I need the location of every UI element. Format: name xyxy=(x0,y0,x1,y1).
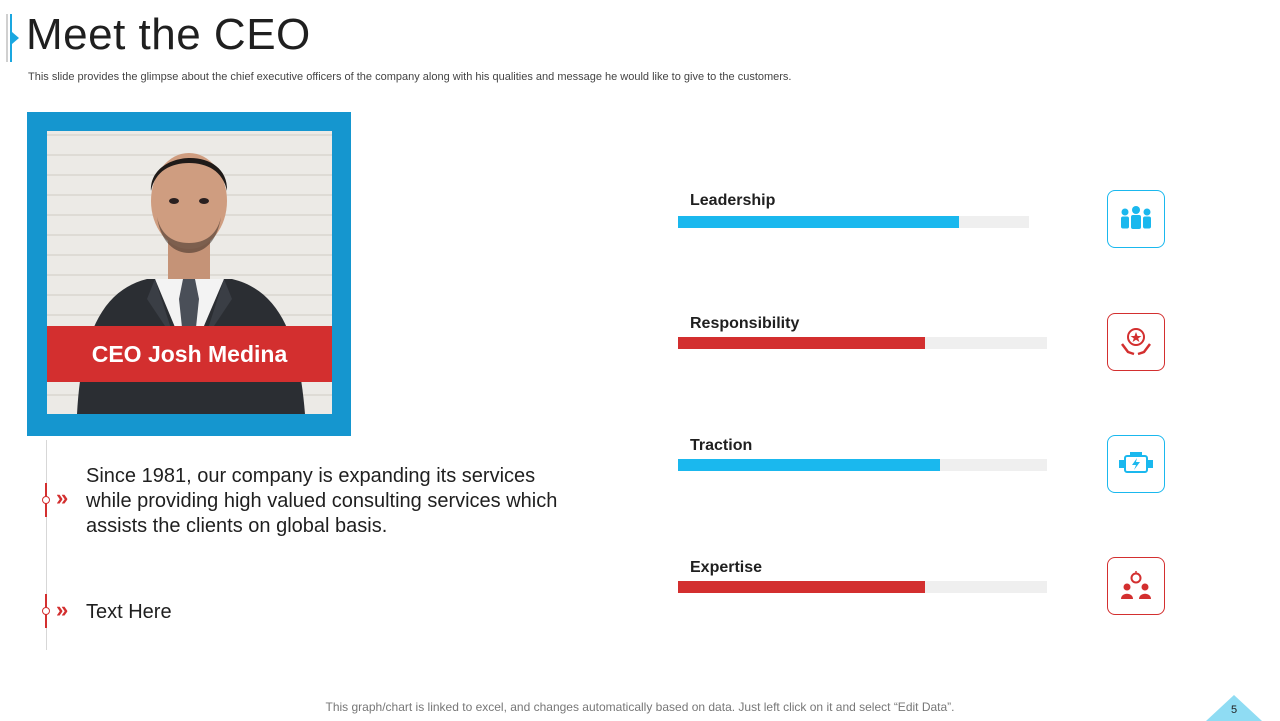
idea-people-icon xyxy=(1107,557,1165,615)
skill-label-leadership: Leadership xyxy=(690,192,776,209)
timeline-line xyxy=(46,440,47,650)
timeline-marker xyxy=(42,594,50,628)
slide-subtitle: This slide provides the glimpse about th… xyxy=(28,71,792,83)
skill-bar-fill-expertise xyxy=(678,581,926,593)
timeline-marker xyxy=(42,483,50,517)
engine-icon xyxy=(1107,435,1165,493)
chevron-double-right-icon: » xyxy=(56,597,69,622)
title-accent-bar xyxy=(10,14,12,62)
skill-bar-track xyxy=(678,337,1047,349)
ceo-photo-frame: CEO Josh Medina xyxy=(27,112,351,436)
skill-bar-fill-leadership xyxy=(678,216,959,228)
skill-bar-track xyxy=(678,459,1047,471)
skill-bar-track xyxy=(678,581,1047,593)
bullet-text-history: Since 1981, our company is expanding its… xyxy=(86,465,558,537)
team-icon xyxy=(1107,190,1165,248)
skill-bar-fill-traction xyxy=(678,459,940,471)
skill-label-expertise: Expertise xyxy=(690,559,763,576)
skill-label-responsibility: Responsibility xyxy=(690,315,800,332)
ceo-name-banner: CEO Josh Medina xyxy=(47,326,332,382)
hands-star-icon xyxy=(1107,313,1165,371)
page-number: 5 xyxy=(1230,704,1238,716)
skill-bar-track xyxy=(678,216,1029,228)
slide-title: Meet the CEO xyxy=(26,10,311,59)
title-accent-line xyxy=(6,14,8,62)
title-accent-arrow xyxy=(12,32,19,44)
skill-bar-fill-responsibility xyxy=(678,337,926,349)
skill-label-traction: Traction xyxy=(690,437,753,454)
footer-note: This graph/chart is linked to excel, and… xyxy=(325,700,955,714)
chevron-double-right-icon: » xyxy=(56,485,69,510)
bullet-text-placeholder: Text Here xyxy=(86,601,172,623)
